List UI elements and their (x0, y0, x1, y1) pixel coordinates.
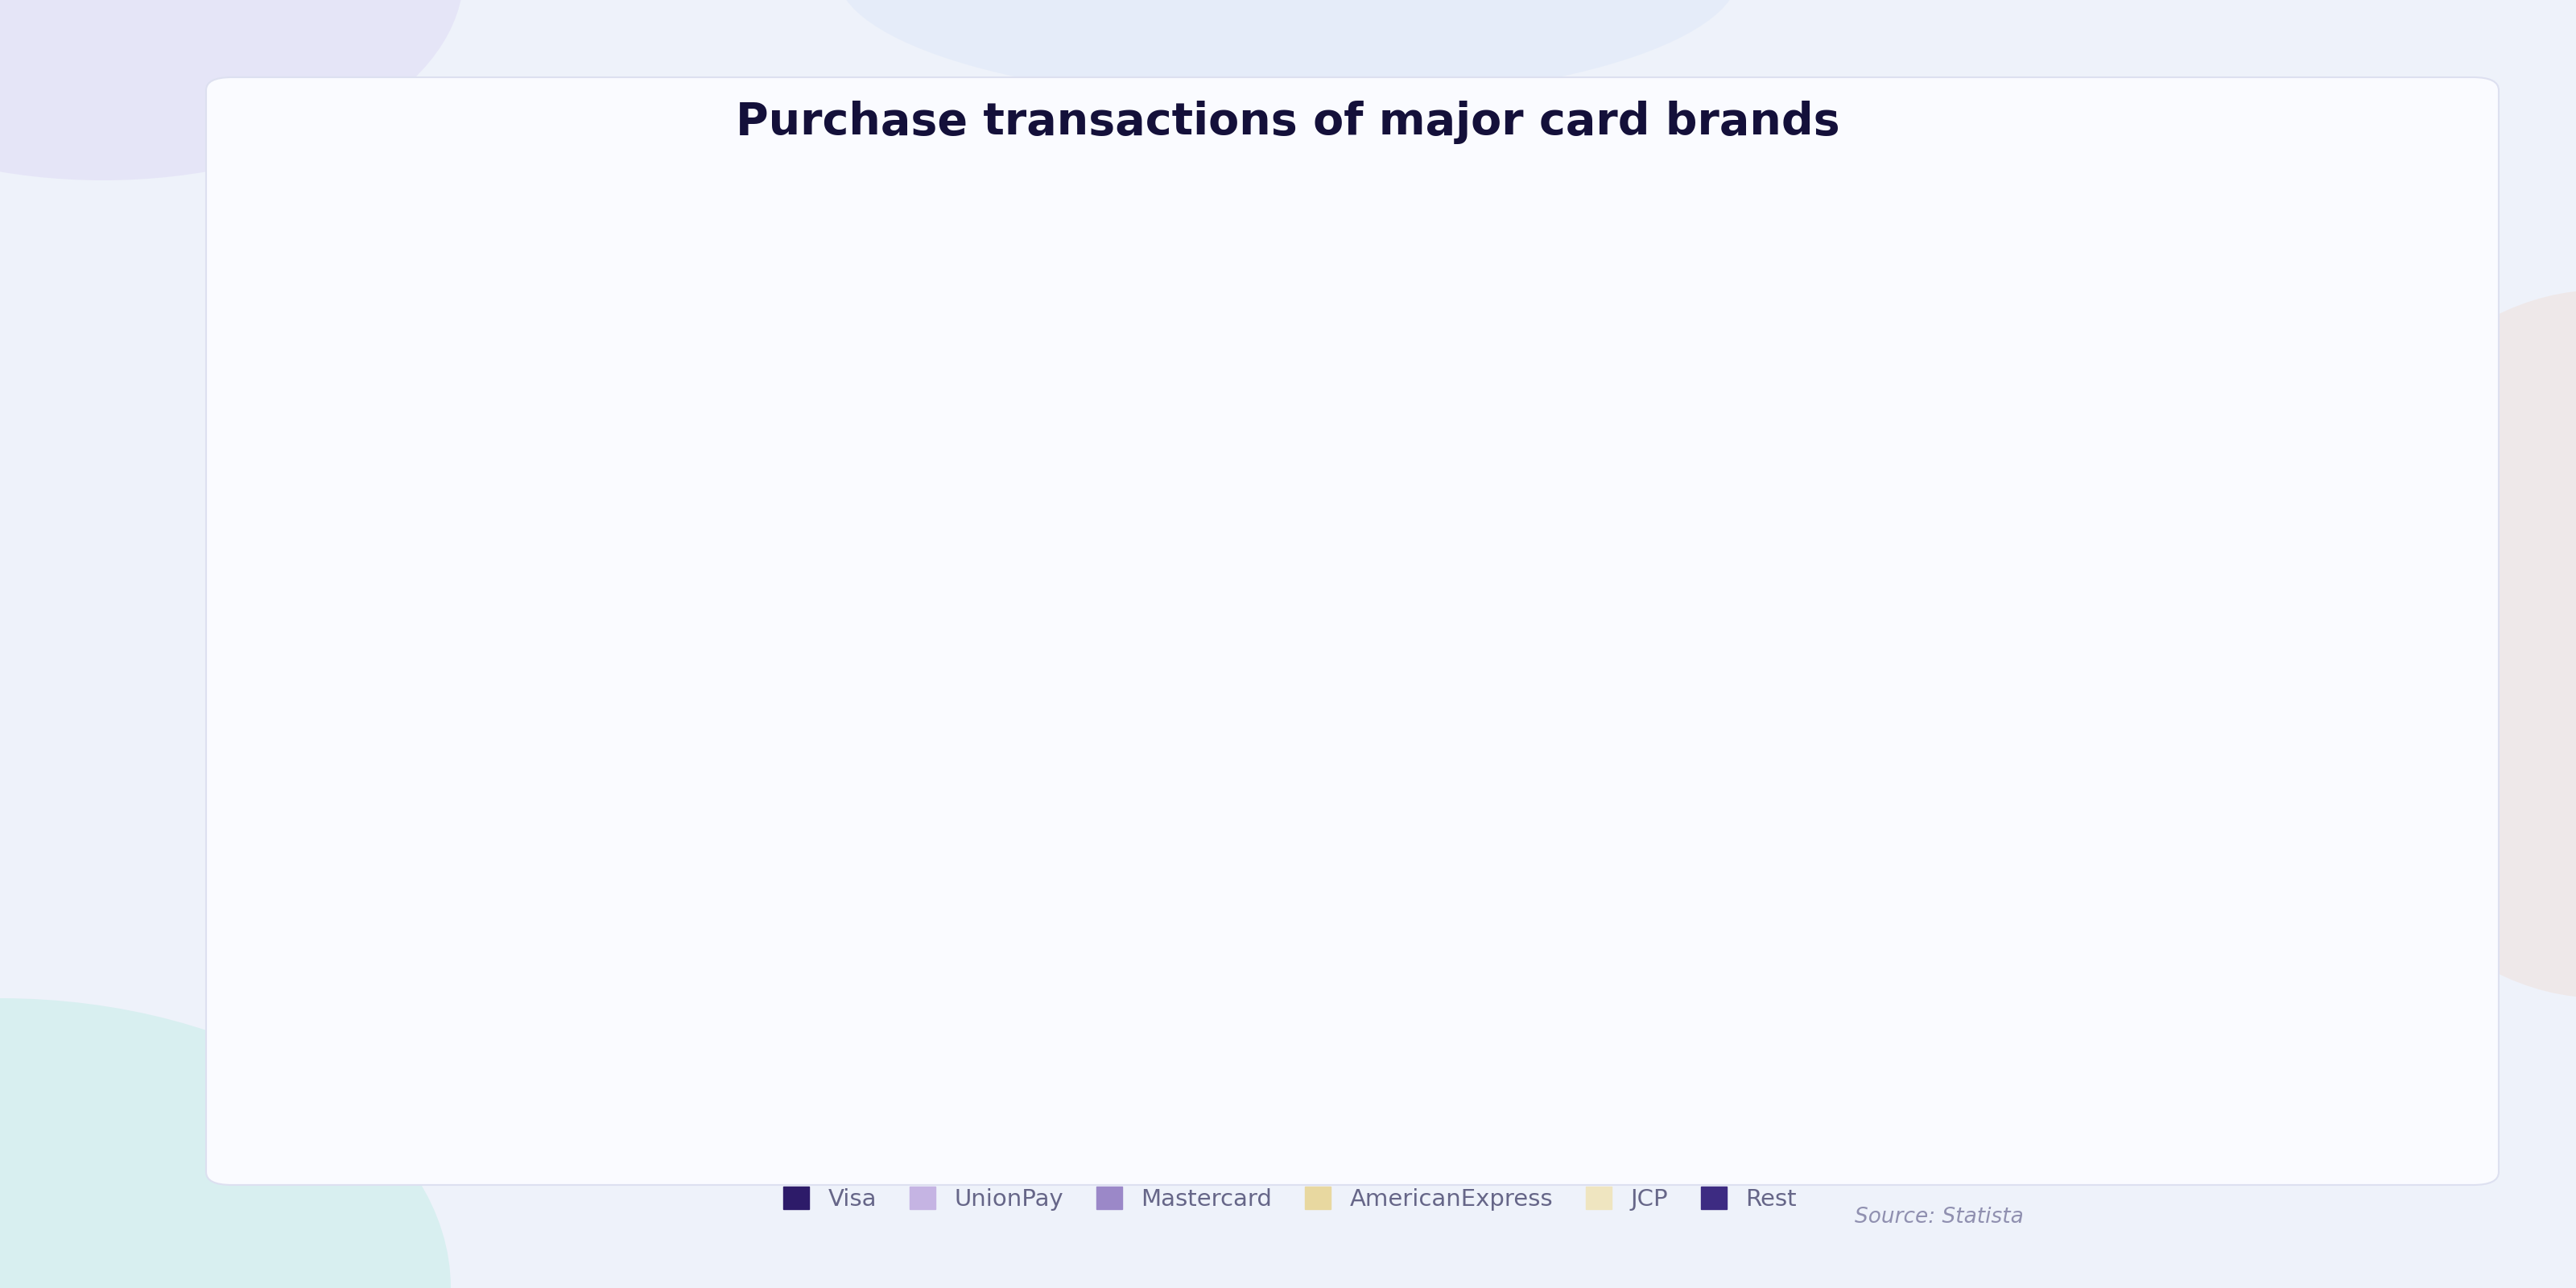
Bar (1128, 817, 1252, 944)
Bar (1355, 661, 1479, 667)
Text: 625: 625 (2303, 314, 2349, 337)
Bar (672, 835, 799, 840)
Bar (1128, 944, 1252, 1108)
Bar (1355, 743, 1479, 902)
Bar (1582, 586, 1705, 612)
Bar (1808, 540, 1935, 545)
Bar (899, 814, 1025, 858)
Bar (1128, 751, 1252, 756)
Bar (1355, 683, 1479, 743)
Text: 195.5: 195.5 (474, 836, 544, 859)
Text: 227.1: 227.1 (701, 797, 770, 820)
Text: Purchase transactions of major card brands: Purchase transactions of major card bran… (737, 100, 1839, 144)
Text: 581: 581 (2074, 368, 2123, 392)
Text: 441.1: 441.1 (1610, 537, 1680, 562)
Text: 257.1: 257.1 (927, 761, 997, 784)
Bar (1128, 756, 1252, 768)
Bar (446, 987, 572, 1108)
Bar (2262, 355, 2388, 375)
Bar (1808, 558, 1935, 591)
Bar (2262, 349, 2388, 355)
Bar (2035, 473, 2161, 587)
Bar (2035, 426, 2161, 473)
Bar (2262, 813, 2388, 1108)
Bar (899, 965, 1025, 1108)
Bar (1355, 902, 1479, 1108)
Bar (1582, 572, 1705, 576)
Bar (899, 796, 1025, 797)
Bar (672, 978, 799, 1108)
Bar (2262, 375, 2388, 430)
Bar (672, 840, 799, 854)
Bar (1808, 591, 1935, 679)
Bar (1582, 612, 1705, 692)
Bar (446, 871, 572, 872)
Bar (2035, 410, 2161, 426)
Bar (2262, 430, 2388, 551)
Bar (899, 858, 1025, 965)
Bar (446, 886, 572, 916)
Y-axis label: number of transactions in billions: number of transactions in billions (270, 496, 294, 869)
Bar (1582, 880, 1705, 1108)
Bar (672, 890, 799, 978)
Text: 468: 468 (1847, 505, 1893, 528)
Bar (2035, 587, 2161, 831)
Bar (2035, 831, 2161, 1108)
Bar (1808, 679, 1935, 880)
Bar (1128, 748, 1252, 751)
Text: 368.8: 368.8 (1381, 626, 1453, 649)
Bar (1582, 692, 1705, 880)
Bar (672, 854, 799, 890)
Bar (672, 832, 799, 835)
Bar (1808, 545, 1935, 558)
Bar (2262, 551, 2388, 813)
Text: 295.7: 295.7 (1154, 715, 1224, 738)
Bar (1355, 667, 1479, 683)
Bar (1128, 768, 1252, 817)
Bar (446, 916, 572, 987)
Bar (1808, 880, 1935, 1108)
Text: Source: Statista: Source: Statista (1855, 1207, 2025, 1227)
Bar (899, 801, 1025, 814)
Bar (899, 797, 1025, 801)
Bar (2035, 402, 2161, 410)
Bar (446, 872, 572, 876)
Bar (1582, 576, 1705, 586)
Legend: Visa, UnionPay, Mastercard, AmericanExpress, JCP, Rest: Visa, UnionPay, Mastercard, AmericanExpr… (783, 1186, 1795, 1211)
Bar (446, 876, 572, 886)
